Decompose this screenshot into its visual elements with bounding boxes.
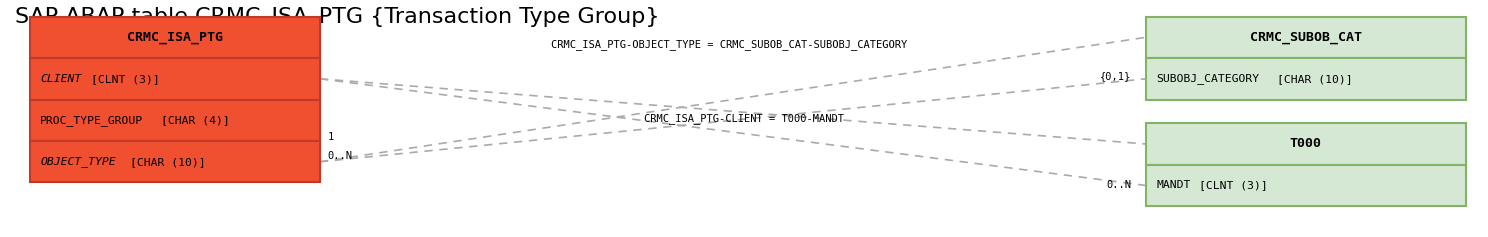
Text: SUBOBJ_CATEGORY: SUBOBJ_CATEGORY: [1156, 73, 1259, 84]
Text: 0..N: 0..N: [1106, 180, 1131, 190]
Text: CRMC_SUBOB_CAT: CRMC_SUBOB_CAT: [1250, 31, 1362, 44]
Bar: [30, 17, 320, 58]
Bar: [1146, 58, 1466, 100]
Text: 0..N: 0..N: [327, 151, 353, 161]
Bar: [30, 100, 320, 141]
Text: [CHAR (10)]: [CHAR (10)]: [129, 157, 205, 167]
Text: MANDT: MANDT: [1156, 180, 1190, 191]
Bar: [30, 141, 320, 182]
Text: PROC_TYPE_GROUP: PROC_TYPE_GROUP: [40, 115, 143, 126]
Text: [CLNT (3)]: [CLNT (3)]: [91, 74, 159, 84]
Text: CRMC_ISA_PTG-CLIENT = T000-MANDT: CRMC_ISA_PTG-CLIENT = T000-MANDT: [644, 113, 844, 124]
Text: CRMC_ISA_PTG: CRMC_ISA_PTG: [126, 31, 223, 44]
Text: [CLNT (3)]: [CLNT (3)]: [1199, 180, 1268, 191]
Text: CRMC_ISA_PTG-OBJECT_TYPE = CRMC_SUBOB_CAT-SUBOBJ_CATEGORY: CRMC_ISA_PTG-OBJECT_TYPE = CRMC_SUBOB_CA…: [551, 40, 908, 50]
Bar: [1146, 17, 1466, 58]
Text: SAP ABAP table CRMC_ISA_PTG {Transaction Type Group}: SAP ABAP table CRMC_ISA_PTG {Transaction…: [15, 7, 659, 28]
Bar: [30, 58, 320, 100]
Text: [CHAR (4)]: [CHAR (4)]: [161, 115, 229, 125]
Text: CLIENT: CLIENT: [40, 74, 82, 84]
Bar: [1146, 165, 1466, 206]
Text: OBJECT_TYPE: OBJECT_TYPE: [40, 156, 116, 167]
Text: T000: T000: [1290, 137, 1321, 150]
Text: {0,1}: {0,1}: [1100, 71, 1131, 81]
Bar: [1146, 123, 1466, 165]
Text: [CHAR (10)]: [CHAR (10)]: [1277, 74, 1353, 84]
Text: 1: 1: [327, 132, 333, 142]
